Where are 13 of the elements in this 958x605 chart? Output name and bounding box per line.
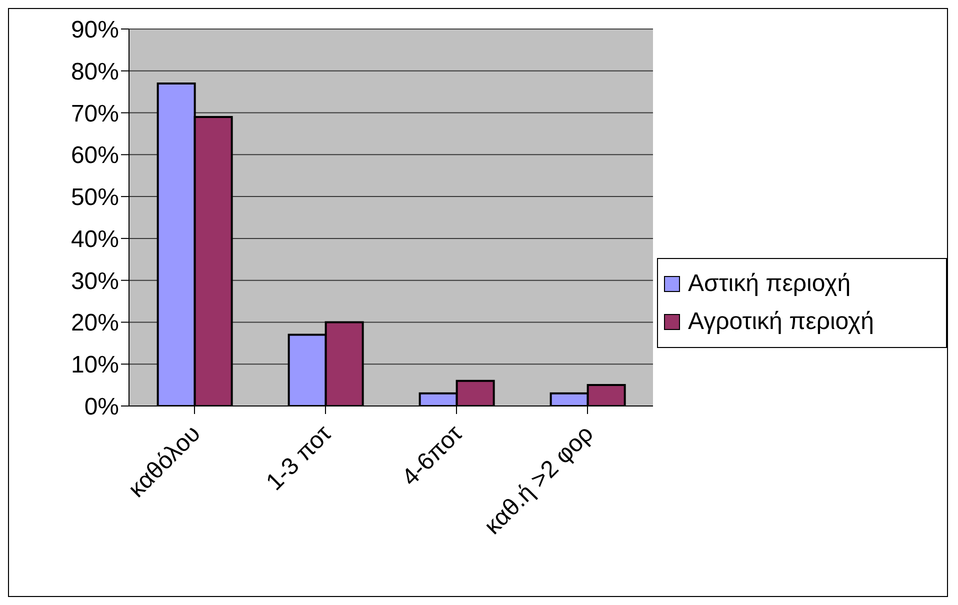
- y-tick-label: 90%: [70, 16, 119, 44]
- legend-label: Αστική περιοχή: [688, 268, 851, 298]
- x-tick-label: 1-3 ποτ: [261, 420, 338, 496]
- y-tick-label: 0%: [84, 394, 119, 421]
- legend-label: Αγροτική περιοχή: [688, 306, 874, 336]
- y-tick-label: 80%: [70, 58, 119, 86]
- y-tick-label: 20%: [70, 310, 119, 337]
- y-tick-label: 30%: [70, 268, 119, 295]
- y-tick-label: 10%: [70, 352, 119, 379]
- y-tick-label: 50%: [70, 184, 119, 212]
- y-tick-label: 60%: [70, 142, 119, 170]
- y-tick-label: 40%: [70, 226, 119, 253]
- y-tick-label: 70%: [70, 100, 119, 128]
